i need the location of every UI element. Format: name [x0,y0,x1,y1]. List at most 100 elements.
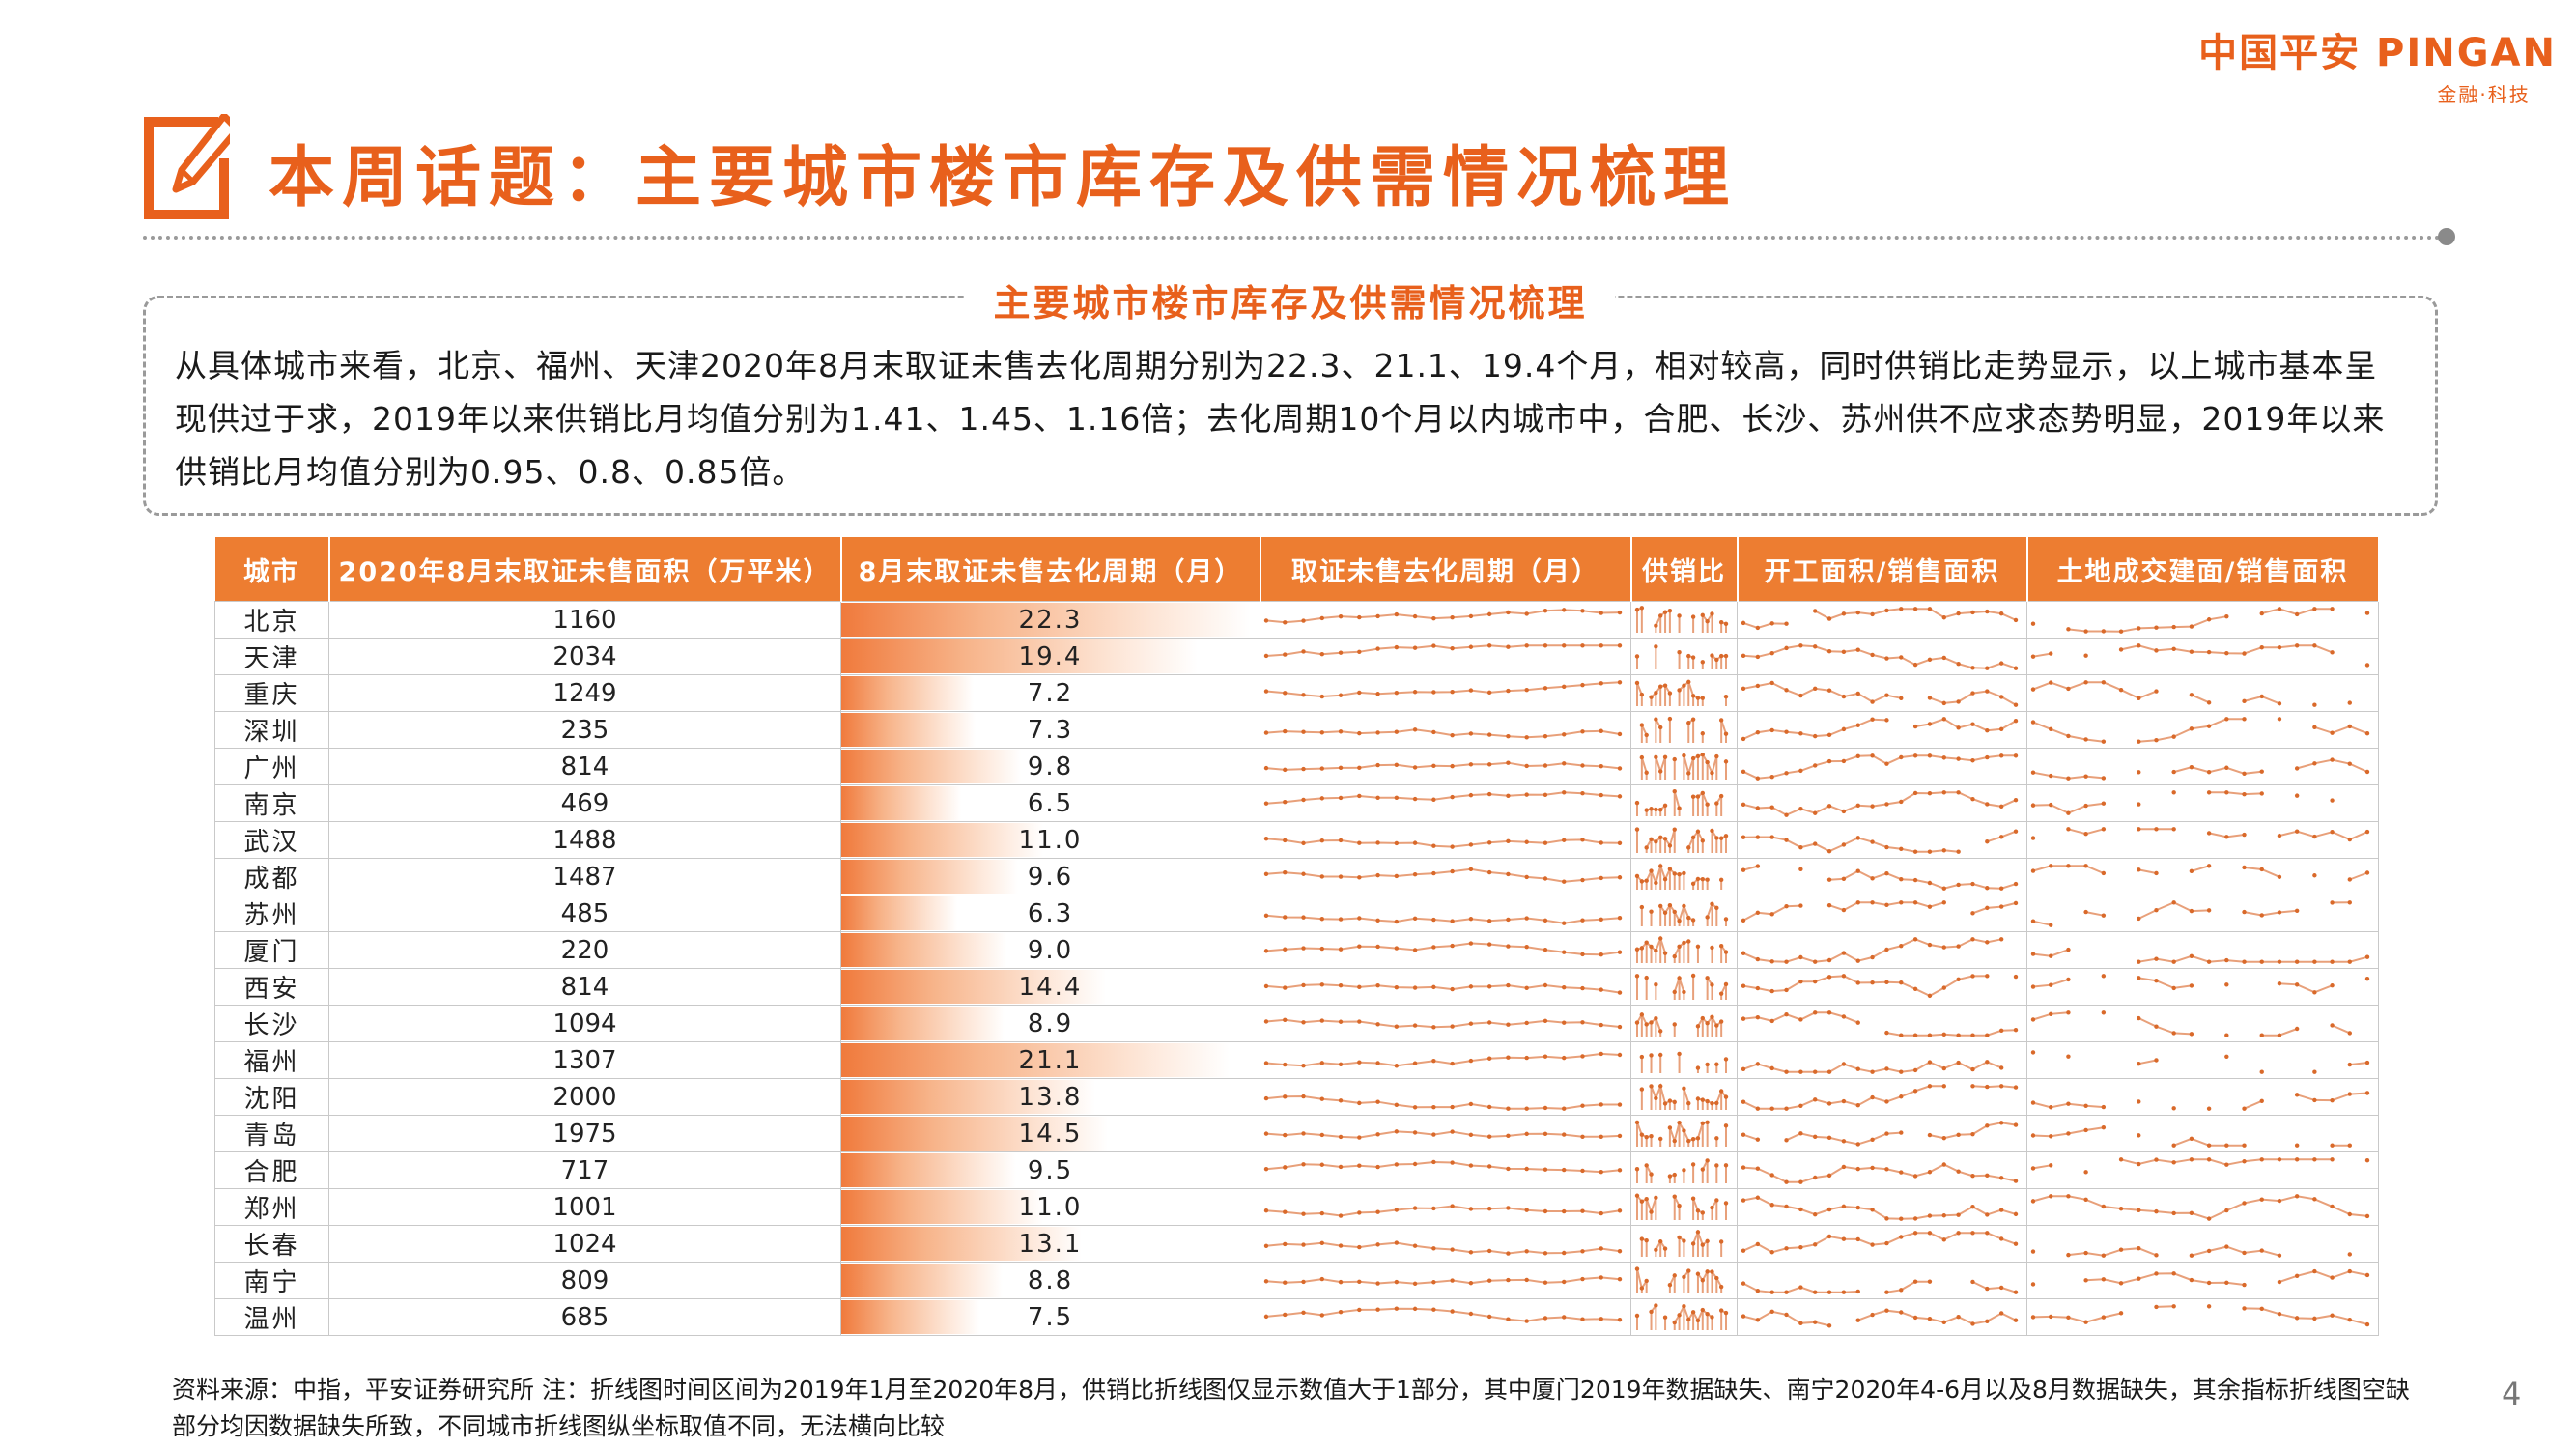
ratio-sparkline [1634,1154,1732,1183]
ratio-sparkline [1631,677,1732,706]
cycle-data-bar [841,676,974,710]
start-sparkline [1741,899,2019,923]
cycle-data-bar [841,860,1018,894]
ratio-sparkline [1634,605,1729,633]
trend-sparkline-cell [1260,674,1631,712]
start-sparkline [1741,936,2004,964]
start-sparkline [1741,828,2019,854]
cycle-bar-cell: 6.5 [840,784,1260,822]
trend-sparkline [1263,607,1623,624]
table-row: 深圳 235 7.3 [214,711,2379,749]
start-sparkline [1741,789,2019,817]
cycle-data-bar [841,786,961,820]
start-sparkline-cell [1737,968,2027,1006]
city-cell: 天津 [214,638,329,675]
table-row: 厦门 220 9.0 [214,931,2379,969]
land-sparkline [2030,1124,2352,1148]
land-sparkline-cell [2026,638,2379,675]
header-supply-sales-ratio: 供销比 [1630,537,1739,602]
start-sparkline-cell [1737,601,2027,639]
start-sparkline-cell [1737,895,2027,932]
cycle-bar-cell: 8.9 [840,1005,1260,1042]
table-row: 福州 1307 21.1 [214,1041,2379,1079]
cycle-value: 6.5 [1027,788,1074,818]
ratio-sparkline-cell [1630,674,1738,712]
land-sparkline [2030,604,2373,637]
cycle-value: 6.3 [1027,898,1074,928]
cycle-data-bar [841,750,1022,783]
summary-text: 从具体城市来看，北京、福州、天津2020年8月末取证未售去化周期分别为22.3、… [175,347,2386,491]
start-sparkline-cell [1737,931,2027,969]
cycle-data-bar [841,1080,1095,1114]
unsold-area-cell: 1249 [328,674,841,712]
start-sparkline-cell [1737,674,2027,712]
table-row: 北京 1160 22.3 [214,601,2379,639]
city-cell: 长春 [214,1225,329,1263]
land-sparkline-cell [2026,1005,2379,1042]
unsold-area-cell: 220 [328,931,841,969]
ratio-sparkline-cell [1630,821,1738,859]
start-sparkline-cell [1737,1151,2027,1189]
cycle-data-bar [841,1264,1004,1297]
start-sparkline-cell [1737,748,2027,785]
land-sparkline-cell [2026,1078,2379,1116]
land-sparkline [2030,1049,2370,1074]
land-sparkline-cell [2026,711,2379,749]
cycle-data-bar [841,603,1252,637]
start-sparkline-cell [1737,1262,2027,1299]
trend-sparkline-cell [1260,821,1631,859]
header-unsold-area: 2020年8月末取证未售面积（万平米） [328,537,842,602]
cycle-data-bar [841,1117,1108,1151]
trend-sparkline [1263,1051,1623,1067]
land-sparkline-cell [2026,601,2379,639]
cycle-bar-cell: 8.8 [840,1262,1260,1299]
ratio-sparkline-cell [1630,711,1738,749]
ratio-sparkline-cell [1630,1115,1738,1152]
start-sparkline [1741,642,2019,670]
brand-name: 中国平安 PINGAN [2198,31,2557,75]
ratio-sparkline [1634,643,1729,669]
table-row: 合肥 717 9.5 [214,1151,2379,1189]
trend-sparkline-cell [1260,968,1631,1006]
land-sparkline-cell [2026,1262,2379,1299]
land-sparkline [2030,1228,2373,1261]
table-body: 北京 1160 22.3 天津 2034 19.4 重庆 1249 7.2 深圳 235 7.3 广州 8… [214,601,2379,1336]
cycle-data-bar [841,933,1007,967]
unsold-area-cell: 1001 [328,1188,841,1226]
cycle-data-bar [841,1300,979,1334]
trend-sparkline [1263,679,1623,698]
cycle-bar-cell: 9.8 [840,748,1260,785]
start-sparkline [1741,1195,2019,1221]
pencil-note-icon [144,114,230,219]
ratio-sparkline-cell [1630,1262,1738,1299]
table-row: 成都 1487 9.6 [214,858,2379,895]
cycle-bar-cell: 7.2 [840,674,1260,712]
trend-sparkline-cell [1260,601,1631,639]
land-sparkline [2027,640,2373,673]
start-sparkline-cell [1737,1115,2027,1152]
land-sparkline [2030,947,2370,964]
city-cell: 广州 [214,748,329,785]
land-sparkline [2030,863,2370,882]
ratio-sparkline [1631,1228,1732,1257]
start-sparkline [1741,680,2019,707]
table-row: 重庆 1249 7.2 [214,674,2379,712]
cycle-bar-cell: 13.1 [840,1225,1260,1263]
ratio-sparkline-cell [1630,1078,1738,1116]
trend-sparkline [1263,1017,1623,1029]
cycle-data-bar [841,1190,1044,1224]
unsold-area-cell: 1975 [328,1115,841,1152]
trend-sparkline [1263,1128,1623,1140]
start-sparkline [1741,753,2019,781]
ratio-sparkline-cell [1630,858,1738,895]
cycle-data-bar [841,713,976,747]
summary-box: 主要城市楼市库存及供需情况梳理 从具体城市来看，北京、福州、天津2020年8月末… [143,281,2438,516]
trend-sparkline [1263,642,1623,658]
start-sparkline [1741,716,2019,741]
cycle-bar-cell: 6.3 [840,895,1260,932]
cycle-data-bar [841,1007,1005,1040]
trend-sparkline [1263,913,1623,925]
cycle-data-bar [841,1043,1230,1077]
trend-sparkline-cell [1260,748,1631,785]
start-sparkline-cell [1737,1041,2027,1079]
